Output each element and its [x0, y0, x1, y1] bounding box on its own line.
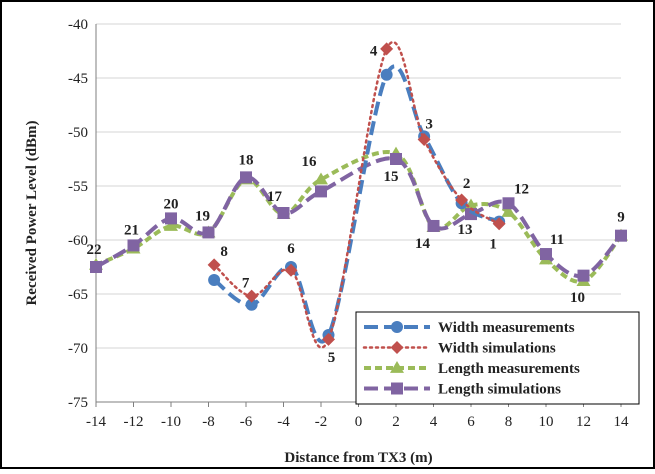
point-label: 13	[458, 222, 473, 238]
series-line	[95, 150, 623, 284]
series-line	[212, 40, 501, 349]
point-label: 19	[195, 208, 210, 224]
x-tick-label: 14	[614, 414, 630, 430]
x-tick-label: -10	[161, 414, 181, 430]
legend-marker	[391, 382, 403, 395]
x-tick-label: -14	[86, 414, 106, 430]
data-point	[165, 212, 177, 225]
legend-label: Length measurements	[438, 361, 580, 377]
data-point	[502, 197, 515, 210]
data-point	[417, 133, 431, 147]
x-tick-label: 10	[539, 414, 554, 430]
data-point	[164, 218, 178, 231]
point-label: 12	[514, 181, 529, 197]
point-label: 3	[425, 116, 433, 132]
y-tick-label: -40	[68, 17, 88, 33]
data-point	[315, 185, 327, 198]
data-point	[245, 289, 259, 303]
data-point	[390, 153, 402, 165]
point-label: 18	[239, 152, 254, 168]
x-tick-label: 4	[430, 414, 438, 430]
point-label: 5	[328, 350, 336, 366]
point-label: 11	[550, 232, 564, 248]
x-axis-title: Distance from TX3 (m)	[284, 450, 432, 466]
data-point	[464, 198, 478, 211]
series-width-simulations	[207, 40, 506, 349]
y-tick-label: -65	[68, 287, 88, 303]
legend-entry: Width simulations	[362, 341, 556, 357]
point-label: 6	[287, 241, 295, 257]
point-label: 21	[124, 222, 139, 238]
point-label: 15	[384, 169, 399, 185]
data-point	[240, 171, 252, 184]
point-label: 10	[570, 290, 585, 306]
point-label: 2	[463, 176, 471, 192]
data-point	[277, 207, 290, 219]
data-point	[207, 258, 221, 272]
x-tick-label: 12	[576, 414, 591, 430]
data-point	[90, 261, 102, 273]
data-point	[615, 229, 627, 242]
point-label: 9	[617, 210, 625, 226]
point-label: 4	[370, 44, 378, 60]
data-point	[208, 273, 221, 286]
data-point	[501, 204, 516, 217]
x-tick-label: 8	[505, 414, 513, 430]
data-point	[314, 172, 328, 185]
data-point	[427, 219, 440, 232]
series-line	[212, 64, 501, 344]
legend-label: Width simulations	[438, 341, 556, 357]
data-point	[380, 42, 394, 56]
x-tick-label: 6	[467, 414, 475, 430]
x-tick-label: -12	[124, 414, 144, 430]
legend-label: Length simulations	[438, 382, 561, 398]
x-tick-label: 2	[392, 414, 400, 430]
data-point	[577, 269, 590, 282]
data-point	[284, 263, 298, 277]
y-tick-label: -45	[68, 71, 88, 87]
y-tick-label: -75	[68, 395, 88, 411]
point-label: 17	[267, 189, 283, 205]
y-tick-label: -60	[68, 233, 88, 249]
y-tick-label: -70	[68, 341, 88, 357]
data-point	[202, 226, 215, 239]
legend-entry: Width measurements	[364, 320, 575, 336]
legend: Width measurements Width simulations Lengt…	[355, 311, 640, 405]
legend-entry: Length simulations	[364, 382, 561, 398]
legend-marker	[391, 321, 403, 333]
point-label: 20	[164, 197, 179, 213]
data-point	[245, 298, 258, 311]
data-point	[492, 217, 506, 231]
data-point	[455, 193, 469, 207]
point-label: 16	[302, 154, 318, 170]
x-tick-label: -4	[277, 414, 290, 430]
point-label: 1	[489, 237, 497, 253]
legend-entry: Length measurements	[364, 361, 580, 377]
x-tick-label: 0	[355, 414, 363, 430]
y-axis-title: Received Power Level (dBm)	[24, 120, 40, 305]
axes: -40 -45 -50 -55 -60 -65 -70 -75 -14 -12 -10 -8 -6 -4 -…	[68, 17, 629, 430]
data-point	[322, 332, 335, 346]
point-label: 8	[220, 244, 228, 260]
data-point	[127, 239, 140, 252]
data-point	[380, 68, 393, 81]
series-lines	[89, 40, 628, 349]
legend-box	[355, 311, 640, 405]
legend-label: Width measurements	[438, 320, 575, 336]
x-tick-label: -6	[240, 414, 253, 430]
point-label: 22	[87, 242, 102, 258]
x-tick-label: -8	[202, 414, 215, 430]
y-tick-label: -55	[68, 179, 88, 195]
point-label: 14	[415, 236, 431, 252]
legend-marker	[390, 361, 404, 373]
legend-marker	[390, 341, 404, 354]
y-tick-label: -50	[68, 125, 88, 141]
data-point	[540, 248, 552, 261]
x-tick-label: -2	[315, 414, 328, 430]
point-label: 7	[242, 275, 250, 291]
